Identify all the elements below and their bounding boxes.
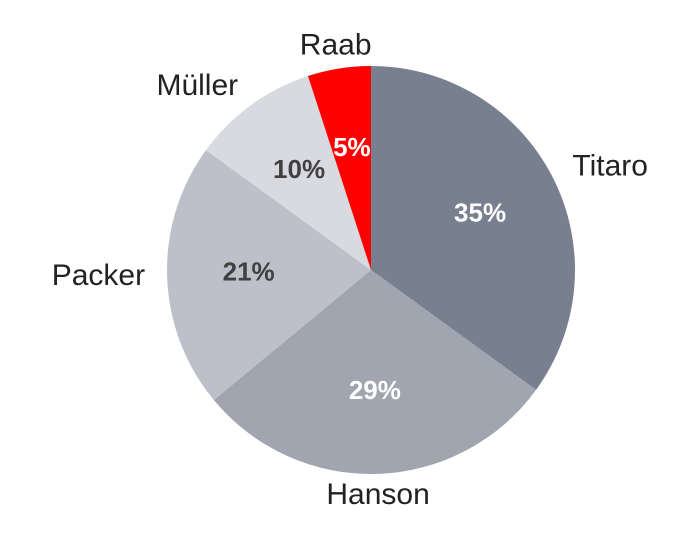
data-label: 5% — [333, 132, 371, 162]
data-label: 21% — [223, 257, 275, 287]
pie-slice — [307, 66, 371, 270]
category-label: Hanson — [326, 478, 429, 511]
category-label: Titaro — [572, 149, 648, 182]
pie-slice — [167, 150, 371, 401]
data-label: 29% — [349, 375, 401, 405]
pie-slice — [371, 66, 576, 390]
category-label: Raab — [300, 29, 372, 62]
category-label: Müller — [156, 69, 238, 102]
data-label: 10% — [273, 154, 325, 184]
data-label: 35% — [454, 197, 506, 227]
pie-slice — [213, 270, 537, 475]
category-label: Packer — [52, 259, 145, 292]
pie-slice — [205, 75, 371, 271]
